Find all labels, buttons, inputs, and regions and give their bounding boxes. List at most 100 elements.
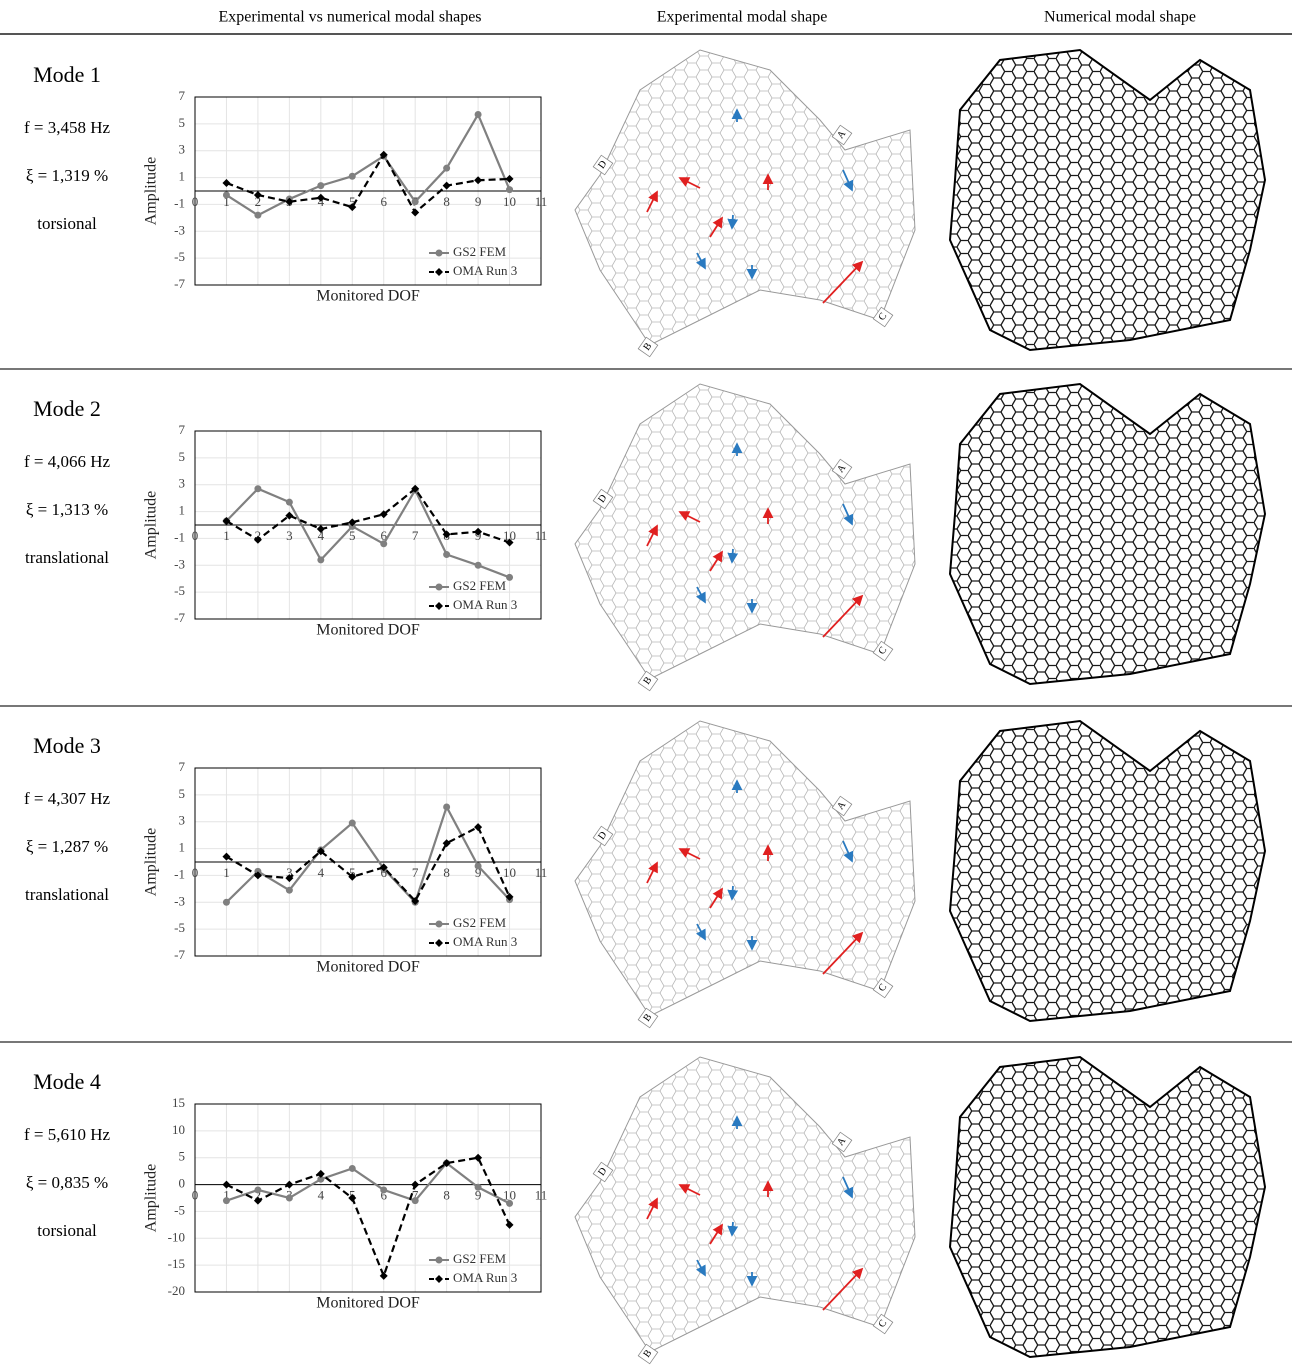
- column-header: Experimental vs numerical modal shapes: [218, 9, 481, 26]
- mode-arrow: [646, 190, 658, 213]
- data-point: [348, 1194, 357, 1202]
- legend-label: GS2 FEM: [453, 244, 507, 259]
- y-tick-label: -1: [174, 529, 185, 544]
- legend-label: GS2 FEM: [453, 915, 507, 930]
- data-point: [222, 191, 230, 199]
- data-point: [316, 193, 325, 202]
- mode-title: Mode 3: [33, 733, 101, 758]
- data-point: [222, 898, 230, 906]
- corner-box: [592, 488, 614, 510]
- x-axis-title: Monitored DOF: [316, 959, 420, 976]
- data-point: [253, 871, 262, 880]
- corner-box: [637, 1007, 659, 1029]
- y-tick-label: 5: [179, 1149, 186, 1164]
- x-tick-label: 2: [255, 1188, 262, 1203]
- corner-box: [872, 640, 894, 662]
- data-point: [348, 522, 356, 530]
- data-point: [443, 803, 451, 811]
- x-tick-label: 9: [475, 1188, 482, 1203]
- data-point: [505, 174, 514, 183]
- y-tick-label: -7: [174, 947, 185, 962]
- data-point: [285, 197, 294, 206]
- y-axis-title: Amplitude: [143, 828, 160, 896]
- y-tick-label: 7: [179, 759, 186, 774]
- series-line: [225, 825, 511, 903]
- data-point: [474, 561, 482, 569]
- y-tick-label: 10: [172, 1122, 185, 1137]
- mode-title: Mode 1: [33, 62, 101, 87]
- x-tick-label: 10: [503, 865, 516, 880]
- x-tick-label: 3: [286, 528, 293, 543]
- x-tick-label: 11: [535, 194, 548, 209]
- mode-shape: translational: [25, 885, 109, 904]
- y-tick-label: -3: [174, 222, 185, 237]
- x-tick-label: 10: [503, 528, 516, 543]
- y-tick-label: 5: [179, 115, 186, 130]
- mode-shape: translational: [25, 548, 109, 567]
- corner-box: [831, 1131, 853, 1153]
- mode-arrow: [678, 1184, 701, 1196]
- x-tick-label: 4: [318, 1188, 325, 1203]
- data-point: [379, 863, 388, 872]
- data-point: [442, 839, 451, 848]
- x-tick-label: 11: [535, 865, 548, 880]
- data-point: [474, 1153, 483, 1162]
- data-point: [411, 198, 419, 206]
- data-point: [411, 484, 420, 493]
- legend-label: OMA Run 3: [453, 934, 517, 949]
- y-tick-label: 1: [179, 503, 186, 518]
- data-point: [474, 1183, 482, 1191]
- mode-title: Mode 4: [33, 1069, 101, 1094]
- corner-box: [592, 154, 614, 176]
- series-line: [225, 111, 511, 217]
- x-tick-label: 0: [192, 1188, 199, 1203]
- data-point: [285, 498, 293, 506]
- x-axis-title: Monitored DOF: [316, 1295, 420, 1312]
- mode-title: Mode 2: [33, 396, 101, 421]
- mode-arrow: [822, 594, 864, 638]
- mode-arrow: [709, 1223, 723, 1245]
- data-point: [474, 823, 483, 832]
- legend-marker: [435, 1275, 443, 1283]
- data-point: [442, 530, 451, 539]
- mode-damping: ξ = 1,287 %: [26, 837, 108, 856]
- data-point: [317, 1175, 325, 1183]
- data-point: [285, 874, 294, 883]
- data-point: [285, 511, 294, 520]
- corner-box: [872, 977, 894, 999]
- data-point: [254, 211, 262, 219]
- x-tick-label: 1: [223, 1188, 230, 1203]
- data-point: [253, 1196, 262, 1205]
- data-point: [285, 1180, 294, 1189]
- x-tick-label: 1: [223, 528, 230, 543]
- legend-label: OMA Run 3: [453, 1270, 517, 1285]
- data-point: [379, 150, 388, 159]
- x-tick-label: 6: [380, 865, 387, 880]
- x-tick-label: 6: [380, 194, 387, 209]
- data-point: [348, 1164, 356, 1172]
- x-tick-label: 3: [286, 865, 293, 880]
- corner-box: [831, 124, 853, 146]
- data-point: [506, 186, 514, 194]
- legend-label: OMA Run 3: [453, 263, 517, 278]
- x-tick-label: 7: [412, 1188, 419, 1203]
- y-tick-label: -5: [174, 1202, 185, 1217]
- data-point: [285, 1194, 293, 1202]
- y-tick-label: 3: [179, 142, 186, 157]
- mesh-surface: [574, 1056, 916, 1353]
- data-point: [348, 819, 356, 827]
- mode-arrow: [842, 169, 854, 192]
- data-point: [285, 886, 293, 894]
- data-point: [348, 172, 356, 180]
- data-point: [443, 551, 451, 559]
- series-line: [225, 487, 510, 544]
- corner-box: [872, 1313, 894, 1335]
- mode-arrow: [842, 503, 854, 526]
- series-line: [226, 152, 510, 215]
- numerical-shape: [948, 1055, 1267, 1359]
- y-tick-label: 0: [179, 1176, 186, 1191]
- x-tick-label: 6: [380, 1188, 387, 1203]
